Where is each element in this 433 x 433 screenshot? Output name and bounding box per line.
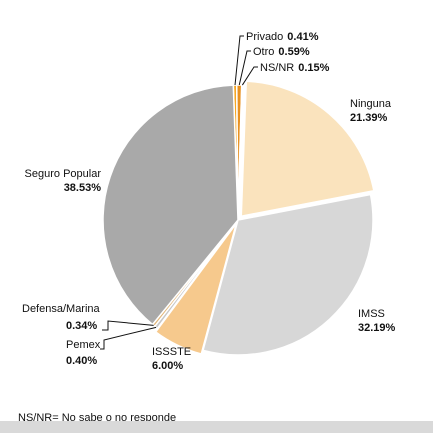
label-name-privado: Privado xyxy=(246,31,283,43)
slice-labels: Privado 0.41% Otro 0.59% NS/NR 0.15% Ninguna 21… xyxy=(22,31,396,372)
label-name-issste: ISSSTE xyxy=(152,346,191,358)
leader-privado xyxy=(234,35,244,86)
label-value-privado: 0.41% xyxy=(287,31,318,43)
label-name-defensa-marina: Defensa/Marina xyxy=(22,303,101,315)
pie-slice-ns-nr xyxy=(237,84,244,221)
label-name-otro: Otro xyxy=(253,46,274,58)
leader-ns-nr xyxy=(241,66,258,86)
label-value-ns-nr: 0.15% xyxy=(298,62,329,74)
label-value-otro: 0.59% xyxy=(278,46,309,58)
label-value-pemex: 0.40% xyxy=(66,355,97,367)
pie-slices xyxy=(102,80,375,356)
leader-pemex xyxy=(100,326,157,350)
pie-slice-issste xyxy=(154,223,237,355)
label-ns-nr: NS/NR 0.15% xyxy=(260,62,330,74)
label-name-ns-nr: NS/NR xyxy=(260,62,294,74)
label-otro: Otro 0.59% xyxy=(253,46,310,58)
pie-slice-imss xyxy=(202,193,374,356)
label-name-seguro-popular: Seguro Popular xyxy=(25,168,102,180)
label-name-imss: IMSS xyxy=(358,308,385,320)
label-name-ninguna: Ninguna xyxy=(350,98,392,110)
label-value-issste: 6.00% xyxy=(152,360,183,372)
label-name-pemex: Pemex xyxy=(66,339,101,351)
pie-slice-seguro-popular xyxy=(102,84,239,326)
label-privado: Privado 0.41% xyxy=(246,31,319,43)
leader-otro xyxy=(238,50,251,86)
label-value-ninguna: 21.39% xyxy=(350,112,388,124)
leader-lines xyxy=(100,35,258,350)
label-value-defensa-marina: 0.34% xyxy=(66,320,97,332)
label-value-seguro-popular: 38.53% xyxy=(64,182,102,194)
label-value-imss: 32.19% xyxy=(358,322,396,334)
bottom-band xyxy=(0,421,433,433)
leader-defensa-marina xyxy=(102,320,154,331)
pie-slice-ninguna xyxy=(240,80,375,218)
